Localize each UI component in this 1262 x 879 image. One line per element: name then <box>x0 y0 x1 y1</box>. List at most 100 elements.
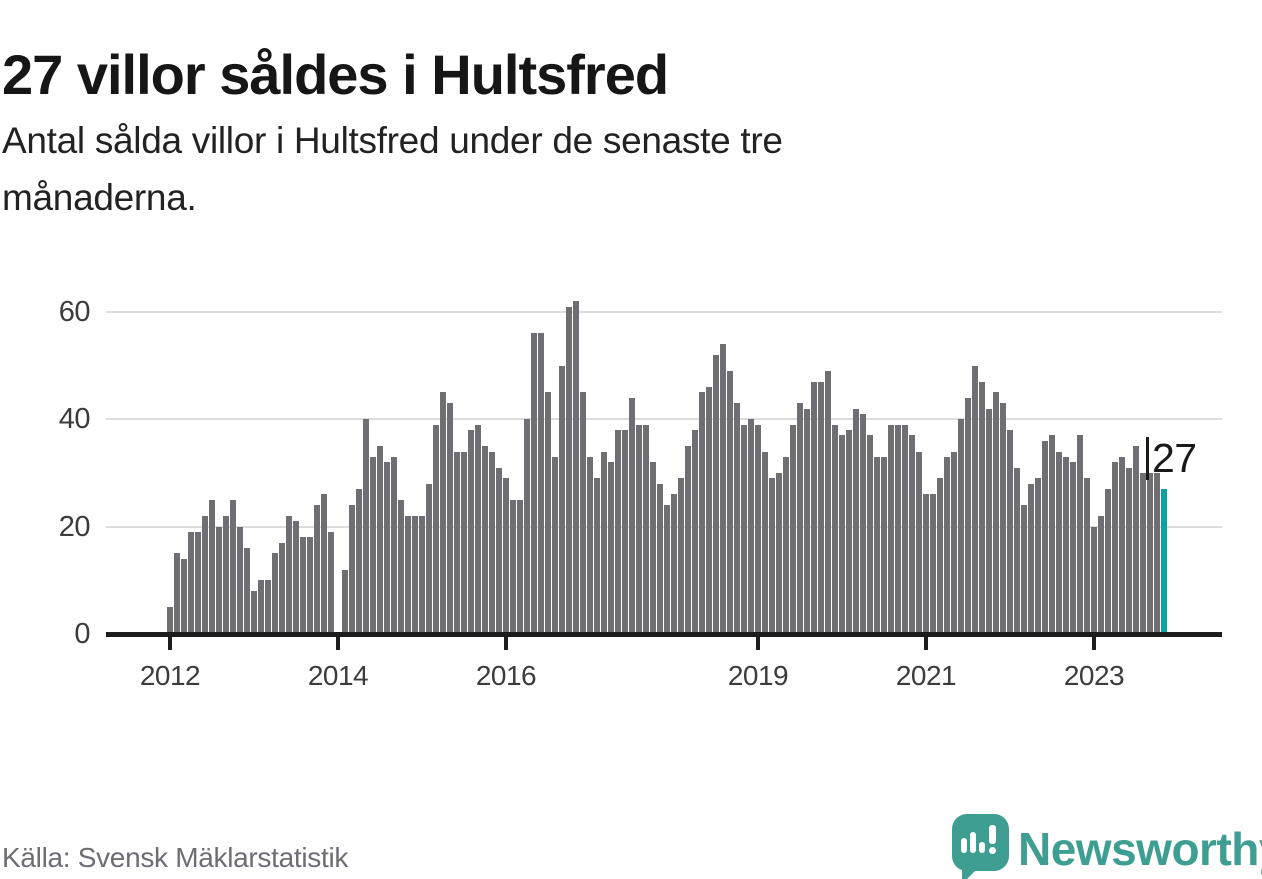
bar <box>454 452 460 634</box>
x-axis-tick-2016 <box>504 637 508 650</box>
bar <box>1021 505 1027 634</box>
bar <box>832 425 838 634</box>
highlight-bar <box>1161 489 1167 634</box>
bar <box>237 527 243 634</box>
bar <box>181 559 187 634</box>
bar <box>279 543 285 634</box>
bar-chart-plot-area: 0 20 40 60 2012 2014 2016 2019 2021 2023 27 <box>58 296 1222 691</box>
logo-wordmark: Newsworthy <box>1018 823 1262 875</box>
annotation-leader-line <box>1146 437 1149 480</box>
bar <box>706 387 712 634</box>
bar <box>608 462 614 634</box>
bar <box>1056 452 1062 634</box>
bar <box>699 392 705 634</box>
bar <box>993 392 999 634</box>
bar <box>552 457 558 634</box>
gridline-y-60 <box>106 310 1222 313</box>
bar <box>972 366 978 634</box>
bar <box>328 532 334 634</box>
bar <box>293 521 299 634</box>
bar <box>643 425 649 634</box>
bar <box>1035 478 1041 634</box>
bar <box>188 532 194 634</box>
bar <box>790 425 796 634</box>
bar <box>258 580 264 634</box>
bar <box>888 425 894 634</box>
bar <box>272 553 278 634</box>
bar <box>1007 430 1013 634</box>
bar <box>538 333 544 634</box>
bar <box>1084 478 1090 634</box>
bar <box>1140 473 1146 634</box>
y-axis-label-20: 20 <box>58 510 91 543</box>
x-axis-label-2019: 2019 <box>727 660 789 691</box>
x-axis-label-2014: 2014 <box>307 660 369 691</box>
bar <box>895 425 901 634</box>
annotation-value-label: 27 <box>1152 435 1197 481</box>
bar <box>286 516 292 634</box>
logo-bubble-tail-icon <box>962 867 979 879</box>
logo-exclamation-dot-icon <box>989 847 996 854</box>
bar <box>678 478 684 634</box>
bar <box>524 419 530 634</box>
bar <box>216 527 222 634</box>
bar <box>951 452 957 634</box>
subtitle-line-1: Antal sålda villor i Hultsfred under de … <box>2 120 783 161</box>
y-axis-label-0: 0 <box>74 618 90 650</box>
bar <box>944 457 950 634</box>
bar <box>839 435 845 634</box>
bar <box>496 468 502 634</box>
bar <box>979 382 985 634</box>
logo-mini-bar-icon <box>979 842 985 853</box>
bar <box>923 494 929 634</box>
bar <box>1119 457 1125 634</box>
bar <box>370 457 376 634</box>
bar <box>1112 462 1118 634</box>
x-axis-label-2021: 2021 <box>895 660 957 691</box>
bar <box>321 494 327 634</box>
bar <box>209 500 215 634</box>
page-title: 27 villor såldes i Hultsfred <box>2 42 669 106</box>
bar <box>1154 473 1160 634</box>
bar <box>986 409 992 634</box>
bar <box>650 462 656 634</box>
bar <box>405 516 411 634</box>
bar <box>489 452 495 634</box>
bar <box>377 446 383 634</box>
bar <box>517 500 523 634</box>
bar <box>531 333 537 634</box>
bar <box>811 382 817 634</box>
bar <box>741 425 747 634</box>
bar <box>818 382 824 634</box>
bar <box>251 591 257 634</box>
newsworthy-logo: Newsworthy <box>952 814 1262 879</box>
y-axis-label-40: 40 <box>58 403 91 436</box>
bar <box>356 489 362 634</box>
bar <box>825 371 831 634</box>
bar <box>762 452 768 634</box>
bar <box>566 307 572 634</box>
bar <box>1014 468 1020 634</box>
bar <box>594 478 600 634</box>
bar <box>881 457 887 634</box>
bar <box>615 430 621 634</box>
x-axis-tick-2019 <box>756 637 760 650</box>
bar <box>1000 403 1006 634</box>
logo-speech-bubble-icon <box>952 814 1009 871</box>
bar <box>860 414 866 634</box>
x-axis-line <box>106 632 1222 637</box>
bar <box>1063 457 1069 634</box>
bar <box>720 344 726 634</box>
x-axis-tick-2012 <box>168 637 172 650</box>
bar <box>902 425 908 634</box>
logo-mini-bar-icon <box>970 832 976 853</box>
bar <box>503 478 509 634</box>
bar <box>1070 462 1076 634</box>
bar <box>412 516 418 634</box>
bar <box>748 419 754 634</box>
bar <box>545 392 551 634</box>
bar <box>384 462 390 634</box>
bar <box>965 398 971 634</box>
bar <box>223 516 229 634</box>
